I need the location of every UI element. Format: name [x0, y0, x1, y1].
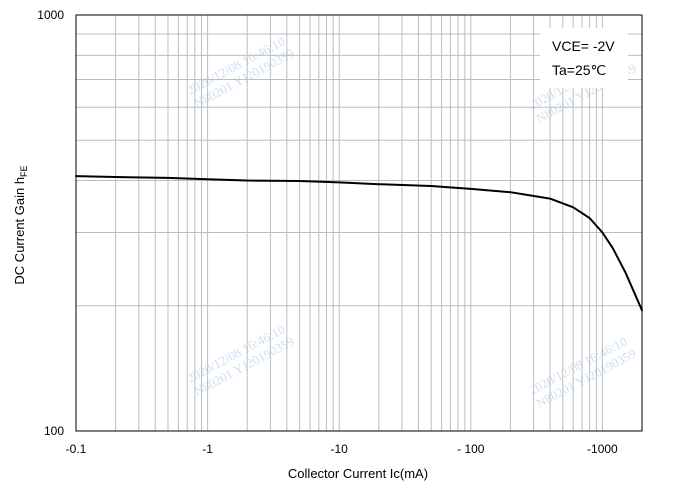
x-tick-label: -10 — [331, 442, 349, 456]
y-tick-label: 1000 — [37, 8, 64, 22]
series-layer — [75, 175, 643, 312]
y-axis-label-main: DC Current Gain h — [12, 177, 27, 285]
y-axis-label-subscript: FE — [19, 165, 29, 177]
x-tick-label: -0.1 — [66, 442, 87, 456]
x-tick-label: -1000 — [587, 442, 618, 456]
annotation-text: Ta=25℃ — [552, 62, 606, 78]
x-tick-label: - 100 — [457, 442, 485, 456]
x-axis-label: Collector Current Ic(mA) — [288, 466, 428, 481]
annotation-box: VCE= -2V Ta=25℃ — [540, 28, 628, 88]
tick-labels: -0.1 -1 -10 - 100 -1000 100 1000 — [37, 8, 618, 456]
grid — [76, 15, 642, 431]
y-tick-label: 100 — [44, 424, 64, 438]
x-tick-label: -1 — [202, 442, 213, 456]
y-axis-label: DC Current Gain hFE — [12, 165, 29, 284]
annotation-text: VCE= -2V — [552, 38, 615, 54]
series-line — [75, 175, 643, 312]
plot-frame — [75, 14, 643, 432]
annotation-background — [540, 28, 628, 88]
